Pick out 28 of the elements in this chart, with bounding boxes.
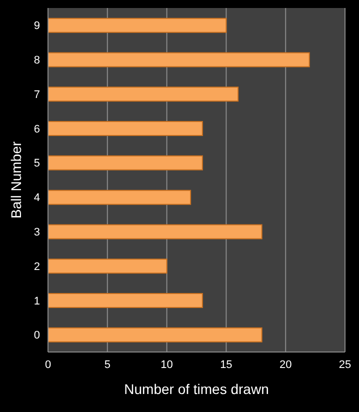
bar [48, 52, 310, 68]
y-tick-label: 5 [34, 158, 40, 170]
y-tick-label: 1 [34, 295, 40, 308]
y-tick-label: 0 [34, 330, 40, 342]
bar [48, 190, 192, 205]
x-tick-label: 5 [104, 358, 110, 371]
bar [48, 293, 203, 308]
bar [48, 327, 262, 342]
x-tick-label: 10 [160, 358, 173, 371]
y-tick-label: 2 [34, 260, 40, 273]
y-tick-label: 6 [34, 123, 40, 136]
x-tick-label: 20 [279, 358, 292, 371]
x-tick-label: 15 [220, 358, 232, 371]
x-tick-label: 25 [338, 358, 352, 371]
y-axis-title: Ball Number [8, 141, 24, 219]
bar [48, 224, 262, 240]
y-tick-label: 4 [34, 192, 40, 204]
y-tick-label: 3 [34, 226, 40, 239]
y-tick-label: 9 [34, 20, 40, 32]
y-tick-label: 7 [34, 88, 40, 101]
y-tick-label: 8 [34, 54, 40, 67]
bar [48, 258, 168, 274]
bar [48, 155, 203, 170]
bar [48, 86, 239, 102]
x-axis-title: Number of times drawn [124, 381, 269, 397]
bar [48, 18, 227, 33]
bar [48, 121, 203, 136]
x-tick-label: 0 [44, 358, 52, 371]
